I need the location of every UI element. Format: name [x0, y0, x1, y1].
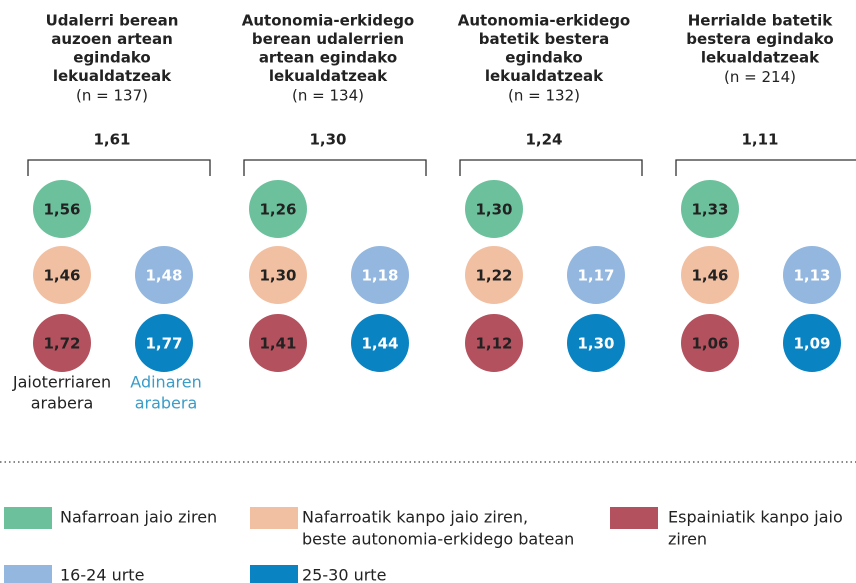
group-n: (n = 137) [76, 87, 148, 105]
legend-label: 25-30 urte [302, 566, 386, 583]
birth-circle [249, 180, 307, 238]
age-circle [135, 246, 193, 304]
axis-label: arabera [31, 394, 94, 413]
birth-circle [681, 180, 739, 238]
age-value: 1,77 [145, 335, 182, 353]
legend-swatch [4, 565, 52, 583]
age-value: 1,17 [577, 267, 614, 285]
group-title: lekualdatzeak [485, 67, 604, 85]
group-n: (n = 132) [508, 87, 580, 105]
bracket [27, 159, 211, 176]
birth-value: 1,30 [259, 267, 296, 285]
birth-circle [33, 246, 91, 304]
group-title: Autonomia-erkidego [242, 12, 415, 30]
group-n: (n = 134) [292, 87, 364, 105]
birth-circle [681, 246, 739, 304]
age-circle [567, 246, 625, 304]
legend-label: ziren [668, 530, 707, 549]
age-value: 1,30 [577, 335, 614, 353]
group-total: 1,30 [309, 131, 346, 149]
group-title: lekualdatzeak [269, 67, 388, 85]
legend-label: Nafarroan jaio ziren [60, 508, 217, 527]
age-circle [783, 314, 841, 372]
group-total: 1,11 [741, 131, 778, 149]
birth-circle [465, 180, 523, 238]
group-n: (n = 214) [724, 68, 796, 86]
birth-value: 1,22 [475, 267, 512, 285]
group-title: egindako [73, 49, 150, 67]
group-title: artean egindako [259, 49, 397, 67]
bracket [243, 159, 427, 176]
birth-value: 1,56 [43, 201, 80, 219]
age-value: 1,44 [361, 335, 398, 353]
age-circle [783, 246, 841, 304]
birth-circle [33, 180, 91, 238]
age-circle [135, 314, 193, 372]
age-value: 1,18 [361, 267, 398, 285]
bracket [459, 159, 643, 176]
axis-label: Jaioterriaren [12, 373, 111, 392]
birth-value: 1,46 [691, 267, 728, 285]
legend-label: beste autonomia-erkidego batean [302, 530, 574, 549]
legend-swatch [250, 565, 298, 583]
legend-label: Nafarroatik kanpo jaio ziren, [302, 508, 528, 527]
group-title: auzoen artean [51, 30, 173, 48]
birth-circle [465, 246, 523, 304]
axis-label: arabera [135, 394, 198, 413]
group-title: lekualdatzeak [701, 49, 820, 67]
group-title: batetik bestera [479, 30, 609, 48]
age-circle [351, 314, 409, 372]
birth-value: 1,06 [691, 335, 728, 353]
birth-value: 1,26 [259, 201, 296, 219]
birth-circle [249, 246, 307, 304]
birth-value: 1,72 [43, 335, 80, 353]
birth-circle [249, 314, 307, 372]
group-title: Herrialde batetik [688, 12, 834, 30]
age-value: 1,48 [145, 267, 182, 285]
group-total: 1,24 [525, 131, 562, 149]
legend-label: Espainiatik kanpo jaio [668, 508, 843, 527]
group-title: bestera egindako [686, 30, 833, 48]
legend-swatch [250, 507, 298, 529]
birth-value: 1,41 [259, 335, 296, 353]
legend-swatch [4, 507, 52, 529]
group-total: 1,61 [93, 131, 130, 149]
birth-circle [465, 314, 523, 372]
age-circle [567, 314, 625, 372]
legend-label: 16-24 urte [60, 566, 144, 583]
birth-value: 1,12 [475, 335, 512, 353]
axis-label: Adinaren [130, 373, 201, 392]
group-title: lekualdatzeak [53, 67, 172, 85]
group-title: Udalerri berean [46, 12, 179, 30]
group-title: Autonomia-erkidego [458, 12, 631, 30]
age-value: 1,13 [793, 267, 830, 285]
age-value: 1,09 [793, 335, 830, 353]
age-circle [351, 246, 409, 304]
group-title: berean udalerrien [252, 30, 404, 48]
birth-value: 1,30 [475, 201, 512, 219]
birth-value: 1,33 [691, 201, 728, 219]
group-title: egindako [505, 49, 582, 67]
birth-circle [33, 314, 91, 372]
bracket [675, 159, 856, 176]
birth-circle [681, 314, 739, 372]
birth-value: 1,46 [43, 267, 80, 285]
legend-swatch [610, 507, 658, 529]
